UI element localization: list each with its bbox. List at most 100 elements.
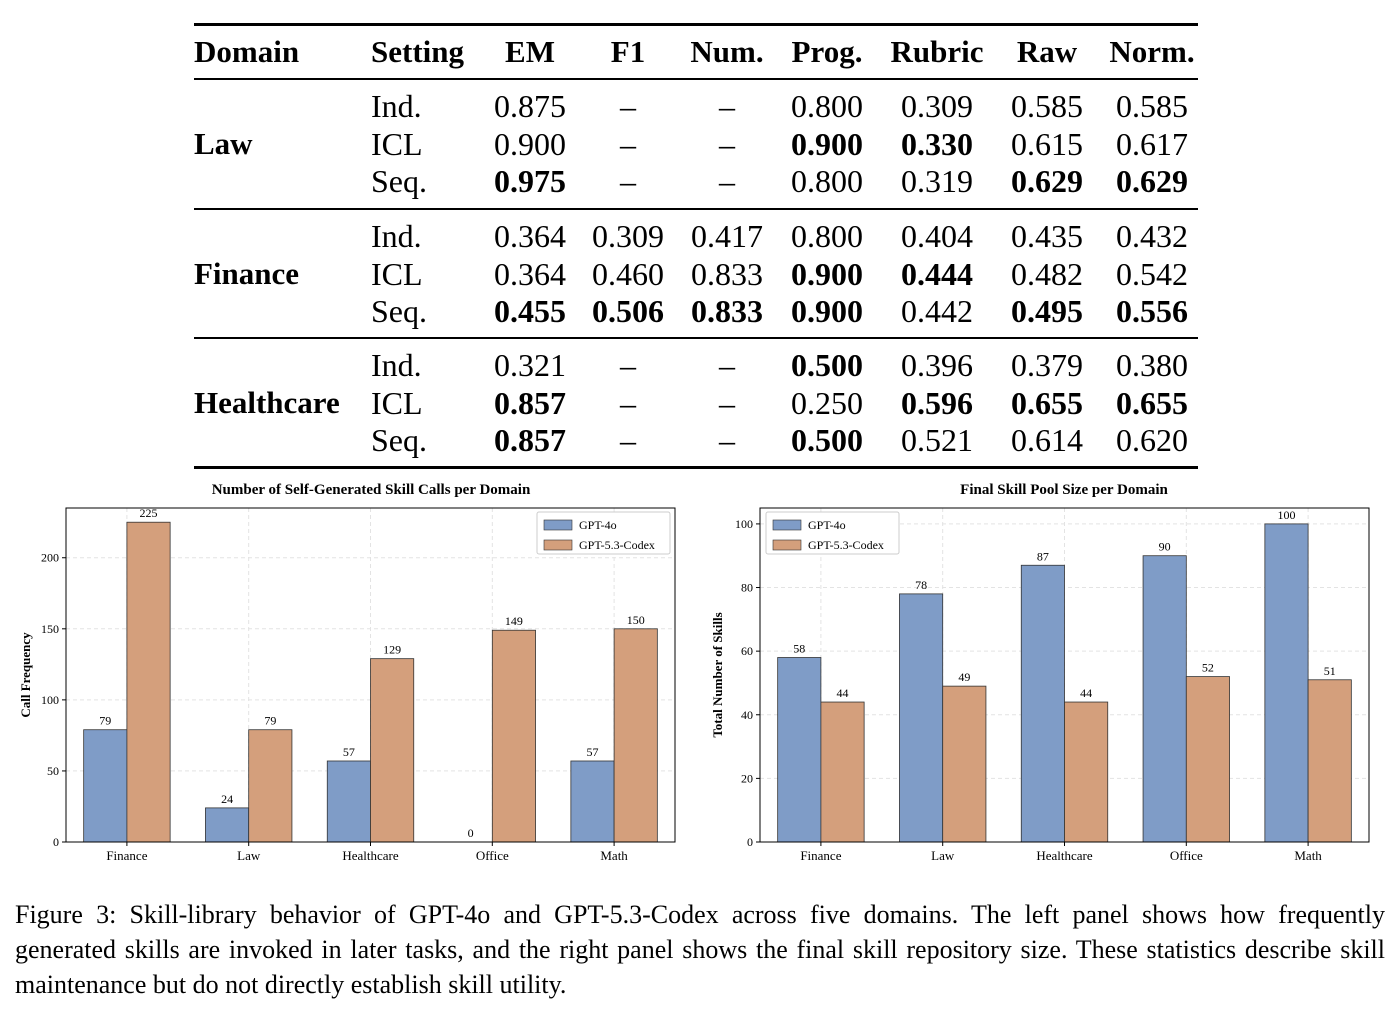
y-tick-label: 40 bbox=[741, 708, 753, 722]
y-tick-label: 50 bbox=[47, 764, 59, 778]
setting-label: Seq. bbox=[371, 293, 427, 329]
x-tick-label: Math bbox=[600, 848, 628, 863]
legend-label: GPT-5.3-Codex bbox=[808, 538, 884, 552]
y-tick-label: 20 bbox=[741, 771, 753, 785]
table-cell: 0.364 bbox=[494, 218, 566, 254]
y-axis-label: Call Frequency bbox=[18, 632, 33, 718]
bar-value-label: 57 bbox=[586, 745, 598, 759]
table-cell: 0.500 bbox=[791, 347, 863, 383]
legend-label: GPT-4o bbox=[808, 518, 846, 532]
bar-value-label: 51 bbox=[1324, 664, 1336, 678]
figure-caption: Figure 3: Skill-library behavior of GPT-… bbox=[15, 900, 1385, 999]
table-cell: 0.309 bbox=[592, 218, 664, 254]
bar-value-label: 150 bbox=[627, 613, 645, 627]
bar-value-label: 225 bbox=[140, 506, 158, 520]
table-cell: 0.506 bbox=[592, 293, 664, 329]
y-tick-label: 150 bbox=[41, 622, 59, 636]
bar-value-label: 24 bbox=[221, 792, 233, 806]
y-tick-label: 0 bbox=[53, 835, 59, 849]
table-cell: 0.432 bbox=[1116, 218, 1188, 254]
bar-value-label: 79 bbox=[264, 714, 276, 728]
table-cell: 0.404 bbox=[901, 218, 973, 254]
bar bbox=[777, 657, 822, 843]
y-tick-label: 0 bbox=[747, 835, 753, 849]
bar-value-label: 49 bbox=[958, 670, 970, 684]
legend-label: GPT-4o bbox=[579, 518, 617, 532]
table-group-rule bbox=[194, 208, 1198, 210]
legend-swatch bbox=[543, 539, 573, 551]
setting-label: ICL bbox=[371, 384, 423, 421]
bar-value-label: 79 bbox=[99, 714, 111, 728]
y-tick-label: 100 bbox=[41, 693, 59, 707]
table-cell: 0.800 bbox=[791, 163, 863, 199]
column-header: Rubric bbox=[890, 34, 984, 69]
table-cell: – bbox=[620, 125, 636, 162]
table-cell: 0.442 bbox=[901, 293, 973, 329]
column-header: Domain bbox=[194, 34, 300, 69]
table-cell: 0.556 bbox=[1116, 293, 1188, 329]
bar-value-label: 0 bbox=[468, 826, 474, 840]
table-cell: 0.615 bbox=[1011, 125, 1083, 162]
bar bbox=[326, 760, 371, 843]
bar-value-label: 44 bbox=[1080, 686, 1092, 700]
table-cell: 0.542 bbox=[1116, 255, 1188, 292]
table-cell: – bbox=[620, 422, 636, 458]
table-cell: 0.620 bbox=[1116, 422, 1188, 458]
domain-label: Healthcare bbox=[194, 384, 340, 420]
x-tick-label: Math bbox=[1294, 848, 1322, 863]
legend-swatch bbox=[772, 519, 802, 531]
table-cell: 0.250 bbox=[791, 384, 863, 421]
table-cell: – bbox=[719, 384, 735, 421]
table-cell: 0.900 bbox=[494, 125, 566, 162]
column-header: Setting bbox=[371, 34, 464, 69]
table-cell: 0.833 bbox=[691, 255, 763, 292]
table-cell: – bbox=[719, 347, 735, 383]
bar bbox=[205, 807, 250, 843]
table-cell: 0.900 bbox=[791, 125, 863, 162]
domain-label: Finance bbox=[194, 255, 300, 291]
table-cell: 0.900 bbox=[791, 293, 863, 329]
setting-label: ICL bbox=[371, 125, 423, 162]
table-cell: – bbox=[719, 88, 735, 124]
table-cell: 0.614 bbox=[1011, 422, 1083, 458]
x-tick-label: Healthcare bbox=[342, 848, 399, 863]
y-axis-label: Total Number of Skills bbox=[710, 612, 725, 737]
table-cell: 0.655 bbox=[1116, 384, 1188, 421]
table-cell: – bbox=[620, 88, 636, 124]
table-cell: 0.379 bbox=[1011, 347, 1083, 383]
column-header: Norm. bbox=[1109, 34, 1195, 69]
table-cell: 0.319 bbox=[901, 163, 973, 199]
table-cell: 0.435 bbox=[1011, 218, 1083, 254]
table-cell: – bbox=[620, 384, 636, 421]
bar-value-label: 58 bbox=[793, 642, 805, 656]
x-tick-label: Law bbox=[237, 848, 261, 863]
y-tick-label: 80 bbox=[741, 581, 753, 595]
bar-value-label: 90 bbox=[1159, 540, 1171, 554]
legend-swatch bbox=[772, 539, 802, 551]
bar bbox=[570, 760, 615, 843]
table-cell: 0.482 bbox=[1011, 255, 1083, 292]
bar bbox=[1020, 564, 1065, 843]
column-header: Prog. bbox=[791, 34, 863, 69]
y-tick-label: 200 bbox=[41, 551, 59, 565]
table-cell: 0.364 bbox=[494, 255, 566, 292]
column-header: F1 bbox=[610, 34, 646, 69]
x-tick-label: Finance bbox=[800, 848, 841, 863]
bar bbox=[613, 628, 658, 843]
table-cell: 0.975 bbox=[494, 163, 566, 199]
bar bbox=[1064, 701, 1109, 843]
bar bbox=[491, 629, 536, 843]
bar-value-label: 87 bbox=[1037, 549, 1049, 563]
table-cell: – bbox=[719, 422, 735, 458]
bar bbox=[1307, 679, 1352, 843]
table-cell: 0.460 bbox=[592, 255, 664, 292]
skill-pool-chart: Final Skill Pool Size per Domain 58 44 Fina… bbox=[700, 476, 1393, 876]
bar-value-label: 44 bbox=[837, 686, 849, 700]
table-cell: – bbox=[719, 163, 735, 199]
table-cell: 0.500 bbox=[791, 422, 863, 458]
bar-value-label: 57 bbox=[343, 745, 355, 759]
table-cell: 0.396 bbox=[901, 347, 973, 383]
table-cell: 0.330 bbox=[901, 125, 973, 162]
x-tick-label: Law bbox=[931, 848, 955, 863]
setting-label: ICL bbox=[371, 255, 423, 292]
